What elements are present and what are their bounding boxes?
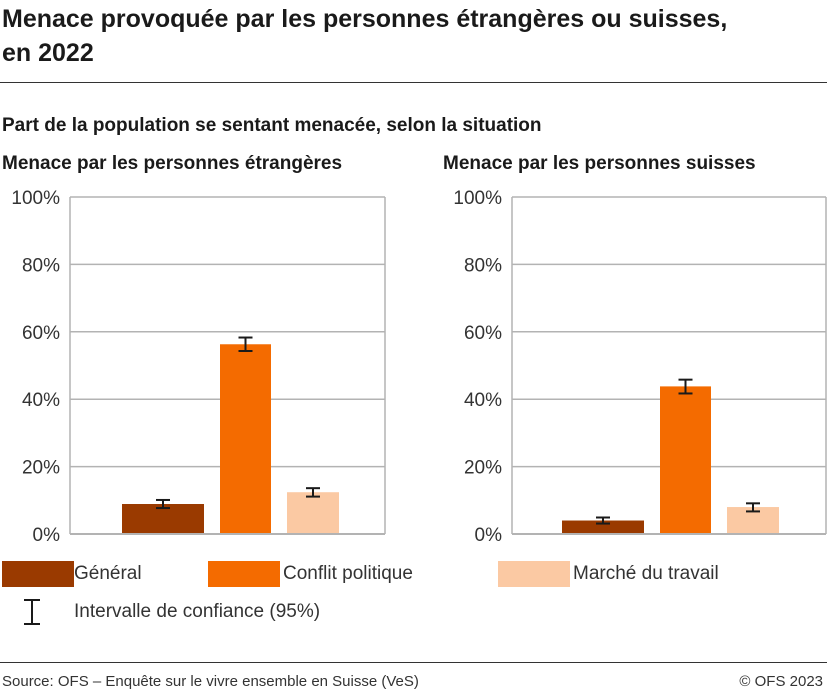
chart-subtitle: Part de la population se sentant menacée… bbox=[2, 115, 542, 136]
y-tick-label: 100% bbox=[11, 188, 60, 209]
bar-conflit bbox=[660, 386, 711, 534]
y-tick-label: 80% bbox=[464, 255, 502, 276]
y-tick-label: 40% bbox=[464, 390, 502, 411]
title-divider bbox=[0, 82, 827, 83]
y-tick-label: 100% bbox=[453, 188, 502, 209]
y-tick-label: 80% bbox=[22, 255, 60, 276]
legend-label-conflit: Conflit politique bbox=[283, 563, 413, 584]
legend-swatch-general bbox=[2, 561, 74, 587]
y-tick-label: 0% bbox=[475, 525, 503, 546]
y-tick-label: 60% bbox=[22, 323, 60, 344]
footer-divider bbox=[0, 662, 827, 663]
y-tick-label: 20% bbox=[464, 458, 502, 479]
legend-label-general: Général bbox=[74, 563, 142, 584]
confidence-interval-icon bbox=[24, 599, 40, 625]
y-tick-label: 60% bbox=[464, 323, 502, 344]
bar-general bbox=[562, 520, 644, 534]
panel-title-suisses: Menace par les personnes suisses bbox=[443, 153, 756, 174]
copyright: © OFS 2023 bbox=[739, 673, 823, 690]
legend-label-marche: Marché du travail bbox=[573, 563, 719, 584]
y-tick-label: 40% bbox=[22, 390, 60, 411]
panel-title-etrangeres: Menace par les personnes étrangères bbox=[2, 153, 343, 174]
legend-swatch-marche bbox=[498, 561, 570, 587]
y-tick-label: 20% bbox=[22, 458, 60, 479]
chart-title: Menace provoquée par les personnes étran… bbox=[2, 5, 728, 67]
source-note: Source: OFS – Enquête sur le vivre ensem… bbox=[2, 673, 419, 690]
legend-swatch-conflit bbox=[208, 561, 280, 587]
y-tick-label: 0% bbox=[33, 525, 61, 546]
legend-label-ci: Intervalle de confiance (95%) bbox=[74, 601, 321, 622]
bar-conflit bbox=[220, 344, 271, 534]
bar-marche bbox=[287, 492, 339, 534]
